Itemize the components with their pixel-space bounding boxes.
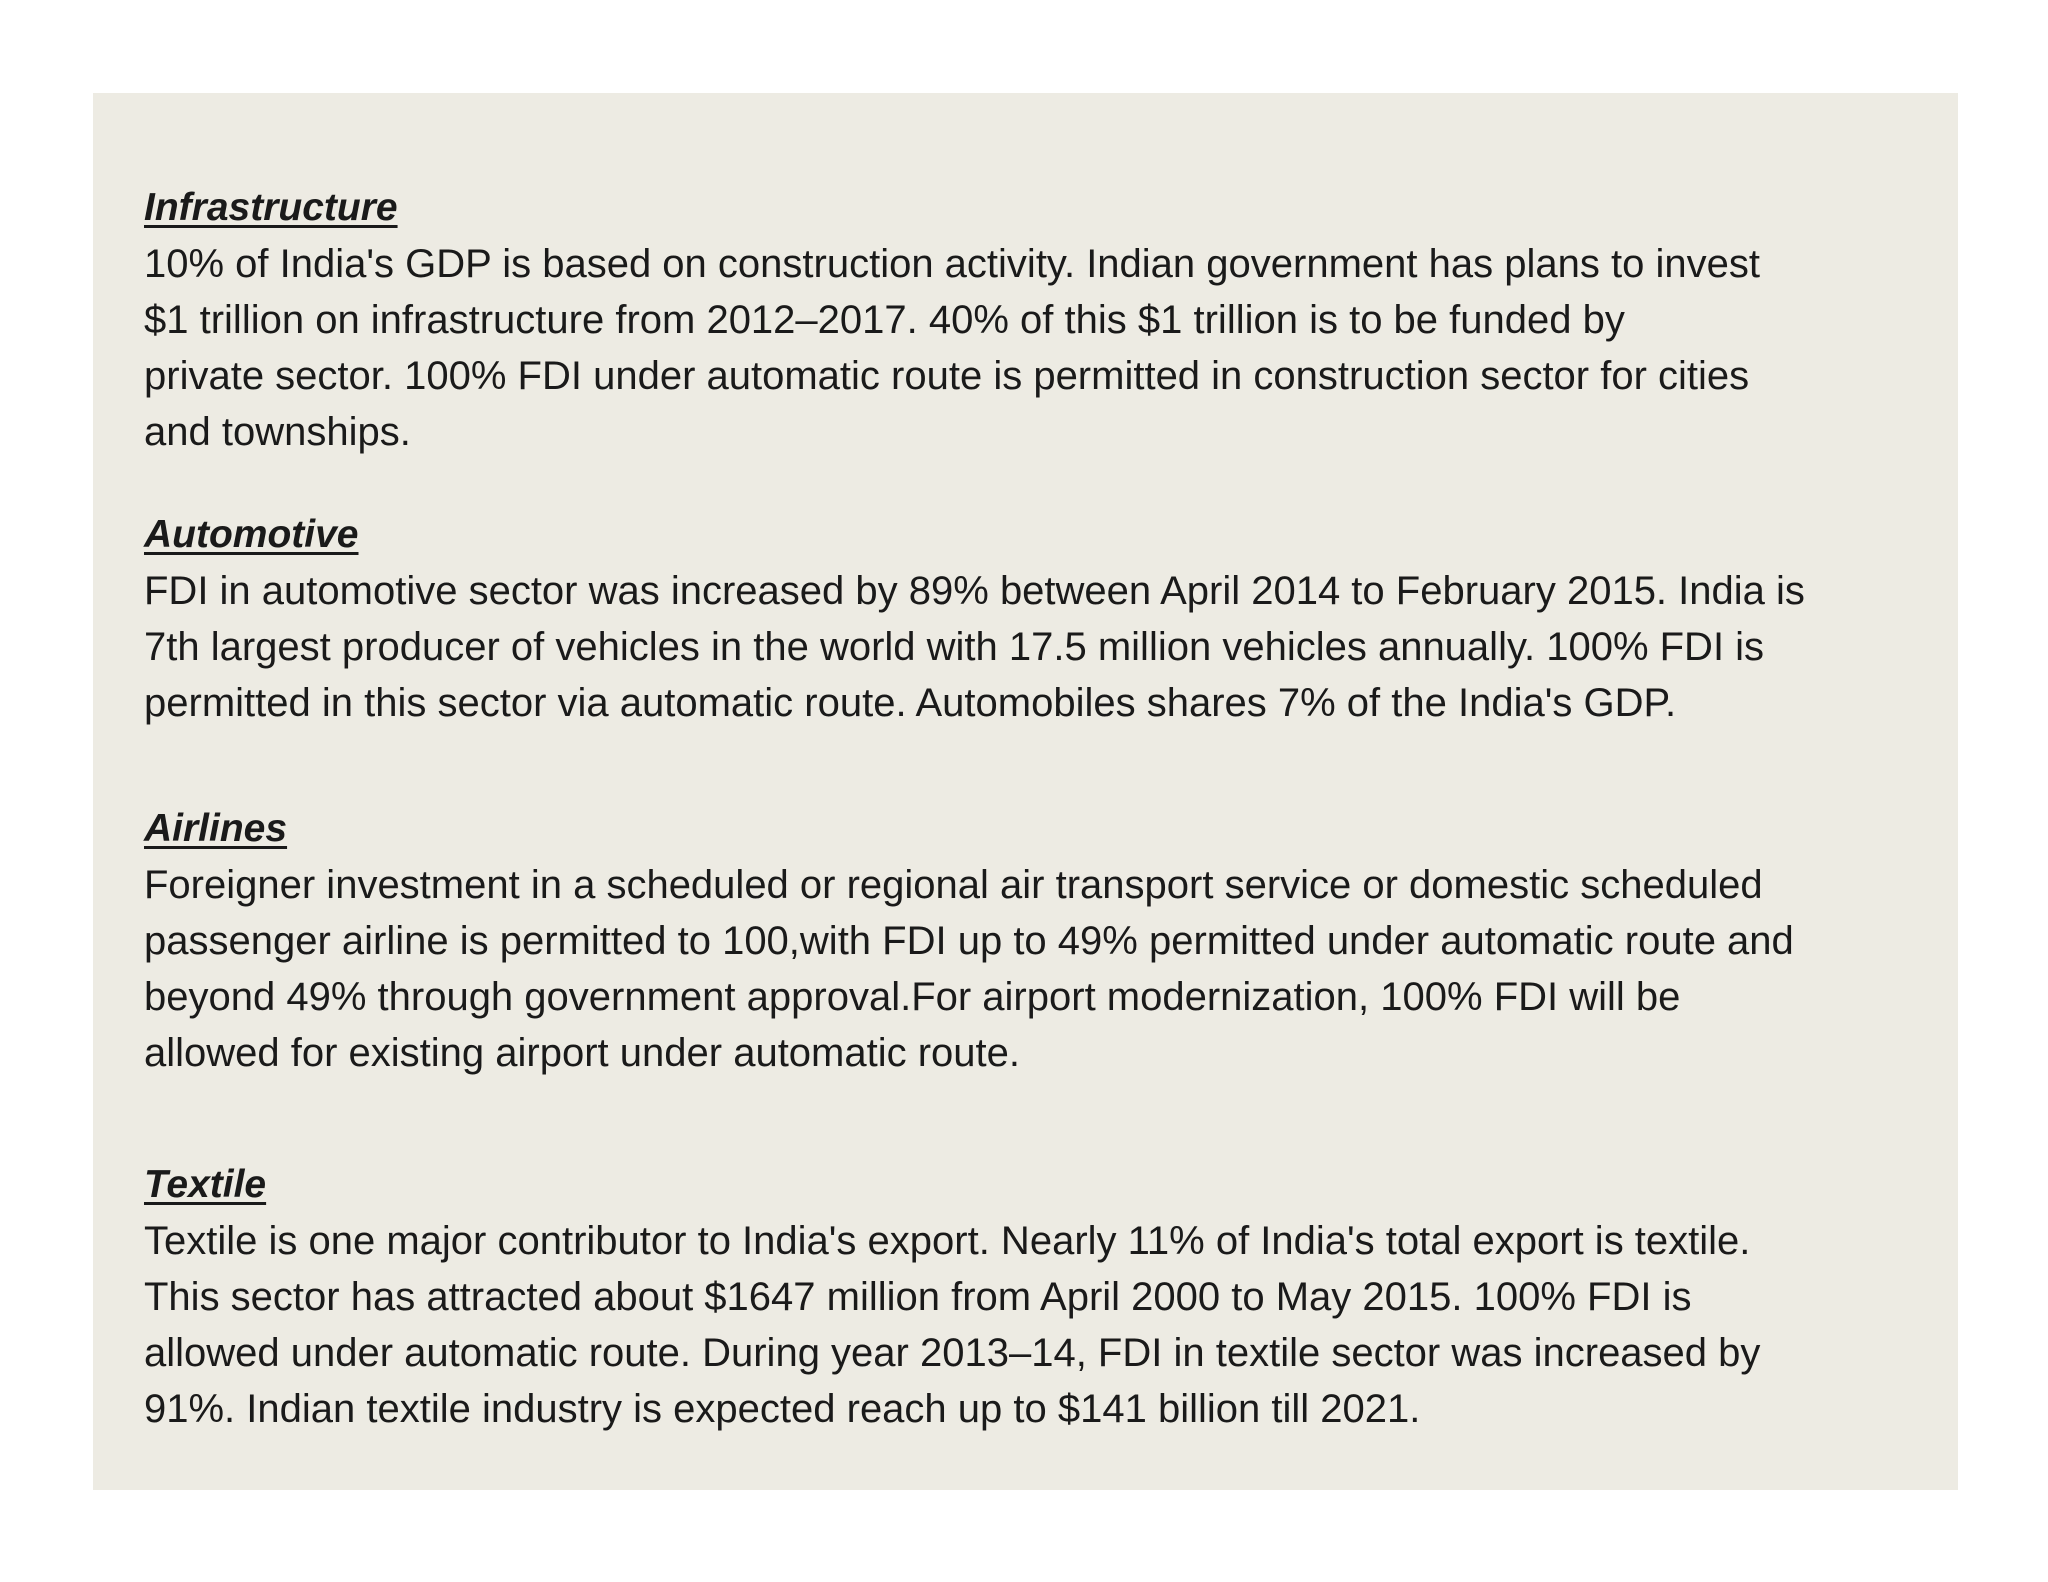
body-line: 10% of India's GDP is based on construct…	[144, 242, 1760, 286]
body-line: permitted in this sector via automatic r…	[144, 681, 1677, 725]
body-line: 91%. Indian textile industry is expected…	[144, 1387, 1421, 1431]
section-body: 10% of India's GDP is based on construct…	[144, 236, 1760, 460]
body-line: $1 trillion on infrastructure from 2012–…	[144, 298, 1625, 342]
section-automotive: Automotive FDI in automotive sector was …	[144, 507, 1805, 731]
section-body: Textile is one major contributor to Indi…	[144, 1213, 1760, 1437]
section-airlines: Airlines Foreigner investment in a sched…	[144, 801, 1794, 1081]
body-line: allowed for existing airport under autom…	[144, 1031, 1021, 1075]
body-line: 7th largest producer of vehicles in the …	[144, 625, 1765, 669]
section-body: FDI in automotive sector was increased b…	[144, 563, 1805, 731]
section-infrastructure: Infrastructure 10% of India's GDP is bas…	[144, 180, 1760, 460]
body-line: Textile is one major contributor to Indi…	[144, 1219, 1751, 1263]
body-line: passenger airline is permitted to 100,wi…	[144, 919, 1794, 963]
body-line: and townships.	[144, 410, 411, 454]
section-heading: Textile	[144, 1163, 267, 1206]
section-textile: Textile Textile is one major contributor…	[144, 1157, 1760, 1437]
body-line: beyond 49% through government approval.F…	[144, 975, 1681, 1019]
body-line: allowed under automatic route. During ye…	[144, 1331, 1761, 1375]
section-heading: Automotive	[144, 513, 359, 556]
body-line: This sector has attracted about $1647 mi…	[144, 1275, 1692, 1319]
section-body: Foreigner investment in a scheduled or r…	[144, 857, 1794, 1081]
body-line: Foreigner investment in a scheduled or r…	[144, 863, 1763, 907]
body-line: private sector. 100% FDI under automatic…	[144, 354, 1750, 398]
section-heading: Infrastructure	[144, 186, 398, 229]
slide-panel	[93, 93, 1958, 1490]
body-line: FDI in automotive sector was increased b…	[144, 569, 1805, 613]
section-heading: Airlines	[144, 807, 288, 850]
